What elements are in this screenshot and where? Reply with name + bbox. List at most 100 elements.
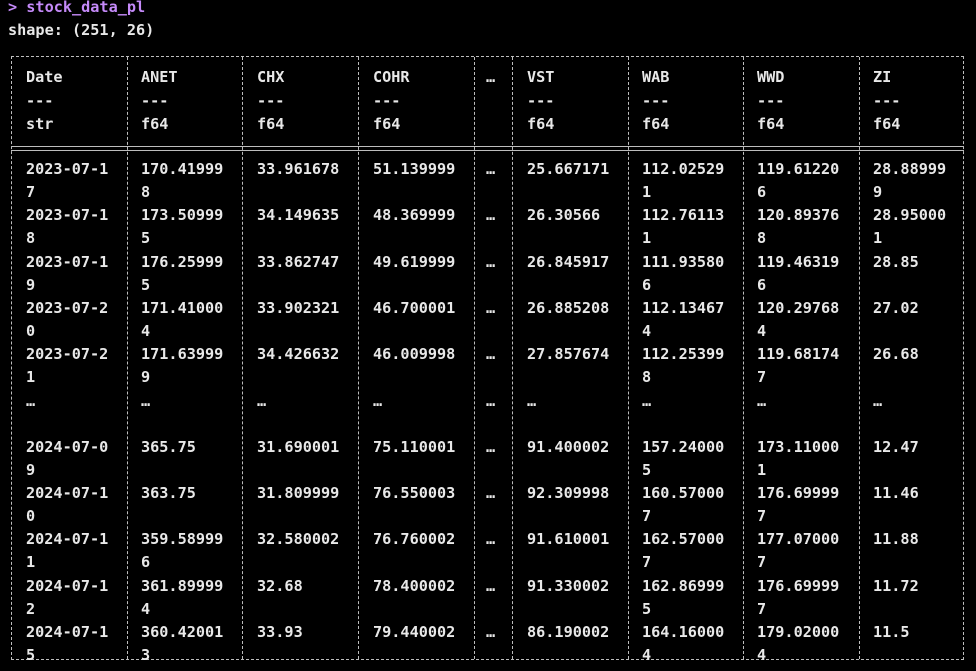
table-cell: 112.25399 (642, 345, 725, 364)
table-cell: 173.50999 (141, 206, 224, 225)
table-cell: 3 (141, 646, 151, 664)
table-cell: 34.149635 (257, 206, 340, 225)
table-cell: 2024-07-1 (26, 530, 109, 549)
column-separator (358, 57, 359, 659)
table-cell: 8 (26, 229, 36, 248)
table-cell: … (486, 437, 496, 456)
table-cell: 31.690001 (257, 437, 340, 456)
table-cell: 7 (757, 507, 767, 526)
table-cell: 162.86999 (642, 576, 725, 595)
table-cell: 120.29768 (757, 298, 840, 317)
header-separator-top (11, 146, 964, 147)
column-dtype: f64 (257, 115, 285, 133)
table-cell: 112.13467 (642, 298, 725, 317)
table-cell: 2024-07-1 (26, 484, 109, 503)
table-cell: 1 (642, 229, 652, 248)
table-cell: 2023-07-2 (26, 345, 109, 364)
table-cell: 6 (642, 275, 652, 294)
table-cell: 361.89999 (141, 576, 224, 595)
table-cell: 75.110001 (373, 437, 456, 456)
table-cell: 171.63999 (141, 345, 224, 364)
column-header-divider: --- (257, 92, 285, 110)
column-header-divider: --- (373, 92, 401, 110)
table-cell: 176.69999 (757, 484, 840, 503)
column-header: WWD (757, 68, 785, 86)
table-cell: 119.61220 (757, 160, 840, 178)
column-dtype: f64 (141, 115, 169, 133)
table-cell: 2023-07-1 (26, 252, 109, 271)
table-cell: 9 (873, 183, 883, 201)
column-dtype: f64 (527, 115, 555, 133)
table-cell: 26.885208 (527, 298, 610, 317)
table-cell: 34.426632 (257, 345, 340, 364)
table-cell: 76.760002 (373, 530, 456, 549)
table-cell: 11.72 (873, 576, 919, 595)
table-cell: 27.857674 (527, 345, 610, 364)
table-cell: 32.68 (257, 576, 303, 595)
table-cell: 5 (642, 460, 652, 479)
column-header: ANET (141, 68, 178, 86)
table-cell: 7 (642, 507, 652, 526)
table-cell: … (486, 206, 496, 225)
table-cell: … (486, 298, 496, 317)
table-cell: 25.667171 (527, 160, 610, 178)
column-separator (628, 57, 629, 659)
table-cell: 359.58999 (141, 530, 224, 549)
table-cell: 162.57000 (642, 530, 725, 549)
column-header-divider: --- (141, 92, 169, 110)
table-cell: 6 (757, 275, 767, 294)
table-cell: 176.25999 (141, 252, 224, 271)
column-header-divider: --- (873, 92, 901, 110)
column-dtype: f64 (757, 115, 785, 133)
table-cell: 4 (642, 321, 652, 340)
table-cell: 49.619999 (373, 252, 456, 271)
table-cell: … (486, 623, 496, 641)
table-cell: 164.16000 (642, 623, 725, 641)
table-cell: 48.369999 (373, 206, 456, 225)
table-cell: … (757, 391, 767, 410)
table-cell: 8 (141, 183, 151, 201)
table-cell: 32.580002 (257, 530, 340, 549)
column-header-divider: --- (527, 92, 555, 110)
column-header: VST (527, 68, 555, 86)
table-cell: 160.57000 (642, 484, 725, 503)
table-cell: 33.902321 (257, 298, 340, 317)
table-cell: 91.610001 (527, 530, 610, 549)
table-cell: 33.961678 (257, 160, 340, 178)
table-cell: 26.30566 (527, 206, 601, 225)
column-separator (743, 57, 744, 659)
table-cell: 2024-07-1 (26, 623, 109, 641)
column-header: WAB (642, 68, 670, 86)
table-cell: 26.68 (873, 345, 919, 364)
table-cell: 5 (642, 599, 652, 618)
table-cell: 4 (141, 599, 151, 618)
table-cell: 1 (642, 183, 652, 201)
table-cell: 1 (757, 460, 767, 479)
table-cell: 171.41000 (141, 298, 224, 317)
table-cell: … (486, 345, 496, 364)
column-separator (474, 57, 475, 659)
table-cell: 11.88 (873, 530, 919, 549)
table-cell: 5 (141, 275, 151, 294)
table-cell: 6 (757, 183, 767, 201)
table-cell: 5 (141, 229, 151, 248)
table-cell: 26.845917 (527, 252, 610, 271)
table-cell: 2023-07-1 (26, 160, 109, 178)
table-cell: 7 (757, 599, 767, 618)
table-cell: 4 (141, 321, 151, 340)
table-cell: 6 (141, 553, 151, 572)
column-separator (127, 57, 128, 659)
table-cell: 1 (873, 229, 883, 248)
table-cell: 28.95000 (873, 206, 947, 225)
table-cell: 1 (26, 368, 36, 387)
column-dtype: f64 (373, 115, 401, 133)
table-cell: 365.75 (141, 437, 196, 456)
table-cell: … (873, 391, 883, 410)
table-cell: … (527, 391, 537, 410)
table-cell: 79.440002 (373, 623, 456, 641)
table-cell: 2023-07-1 (26, 206, 109, 225)
table-cell: 7 (757, 368, 767, 387)
header-separator-bottom (11, 150, 964, 151)
table-cell: 31.809999 (257, 484, 340, 503)
table-cell: … (141, 391, 151, 410)
